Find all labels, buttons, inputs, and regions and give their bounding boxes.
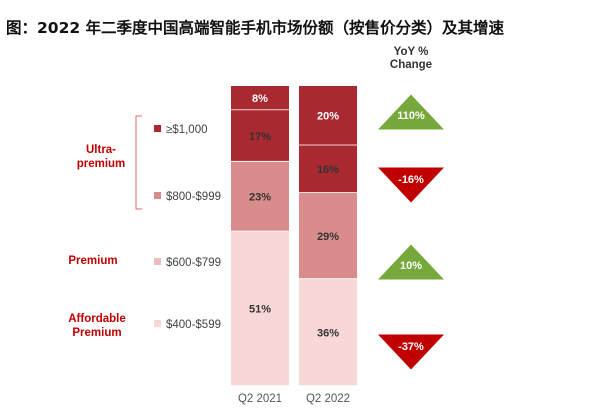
yoy-down-triangle — [378, 334, 444, 370]
bar-segment — [231, 231, 289, 386]
x-tick-label: Q2 2022 — [306, 393, 350, 405]
legend-label: $600-$799 — [166, 257, 221, 269]
ultra-premium-bracket — [135, 115, 142, 210]
x-axis: Q2 2021 Q2 2022 — [238, 393, 350, 405]
yoy-down-triangle — [378, 167, 444, 203]
page-title: 图：2022 年二季度中国高端智能手机市场份额（按售价分类）及其增速 — [6, 19, 505, 37]
data-label: 36% — [317, 328, 339, 340]
yoy-change-column: YoY % Change 110% -16% 10% -37% — [378, 46, 444, 370]
data-label: 8% — [252, 93, 268, 105]
yoy-value: -16% — [398, 174, 424, 186]
data-label: 23% — [249, 192, 271, 204]
bars-layer: 51% 23% 17% 8% 36% 29% 16% 20% — [231, 86, 357, 386]
legend-swatch — [154, 192, 161, 199]
yoy-up-triangle — [378, 94, 444, 130]
legend-label: $400-$599 — [166, 319, 221, 331]
data-label: 16% — [317, 164, 339, 176]
legend-swatch — [154, 320, 161, 327]
legend-swatch — [154, 258, 161, 265]
yoy-value: 10% — [400, 260, 422, 272]
legend-label: $800-$999 — [166, 191, 221, 203]
segment-labels: Ultra-premium Premium Affordable Premium — [68, 144, 126, 339]
legend-label: ≥$1,000 — [166, 124, 208, 136]
legend: ≥$1,000 $800-$999 $600-$799 $400-$599 — [135, 115, 221, 331]
legend-swatch — [154, 125, 161, 132]
bar-segment — [299, 145, 357, 193]
segment-label: Premium — [68, 255, 117, 267]
yoy-up-triangle — [378, 244, 444, 280]
bar-segment — [299, 86, 357, 145]
bar-segment — [231, 86, 289, 110]
bar-segment — [299, 279, 357, 386]
data-label: 51% — [249, 304, 271, 316]
data-label: 17% — [249, 131, 271, 143]
yoy-header: YoY % Change — [390, 46, 432, 71]
bar-segment — [231, 161, 289, 231]
segment-label: Affordable Premium — [68, 313, 126, 339]
bar-segment — [231, 110, 289, 161]
data-label: 29% — [317, 231, 339, 243]
segment-label: Ultra-premium — [77, 144, 126, 170]
x-tick-label: Q2 2021 — [238, 393, 282, 405]
yoy-value: 110% — [397, 110, 425, 122]
yoy-value: -37% — [398, 341, 424, 353]
bar-segment — [299, 192, 357, 279]
data-label: 20% — [317, 111, 339, 123]
